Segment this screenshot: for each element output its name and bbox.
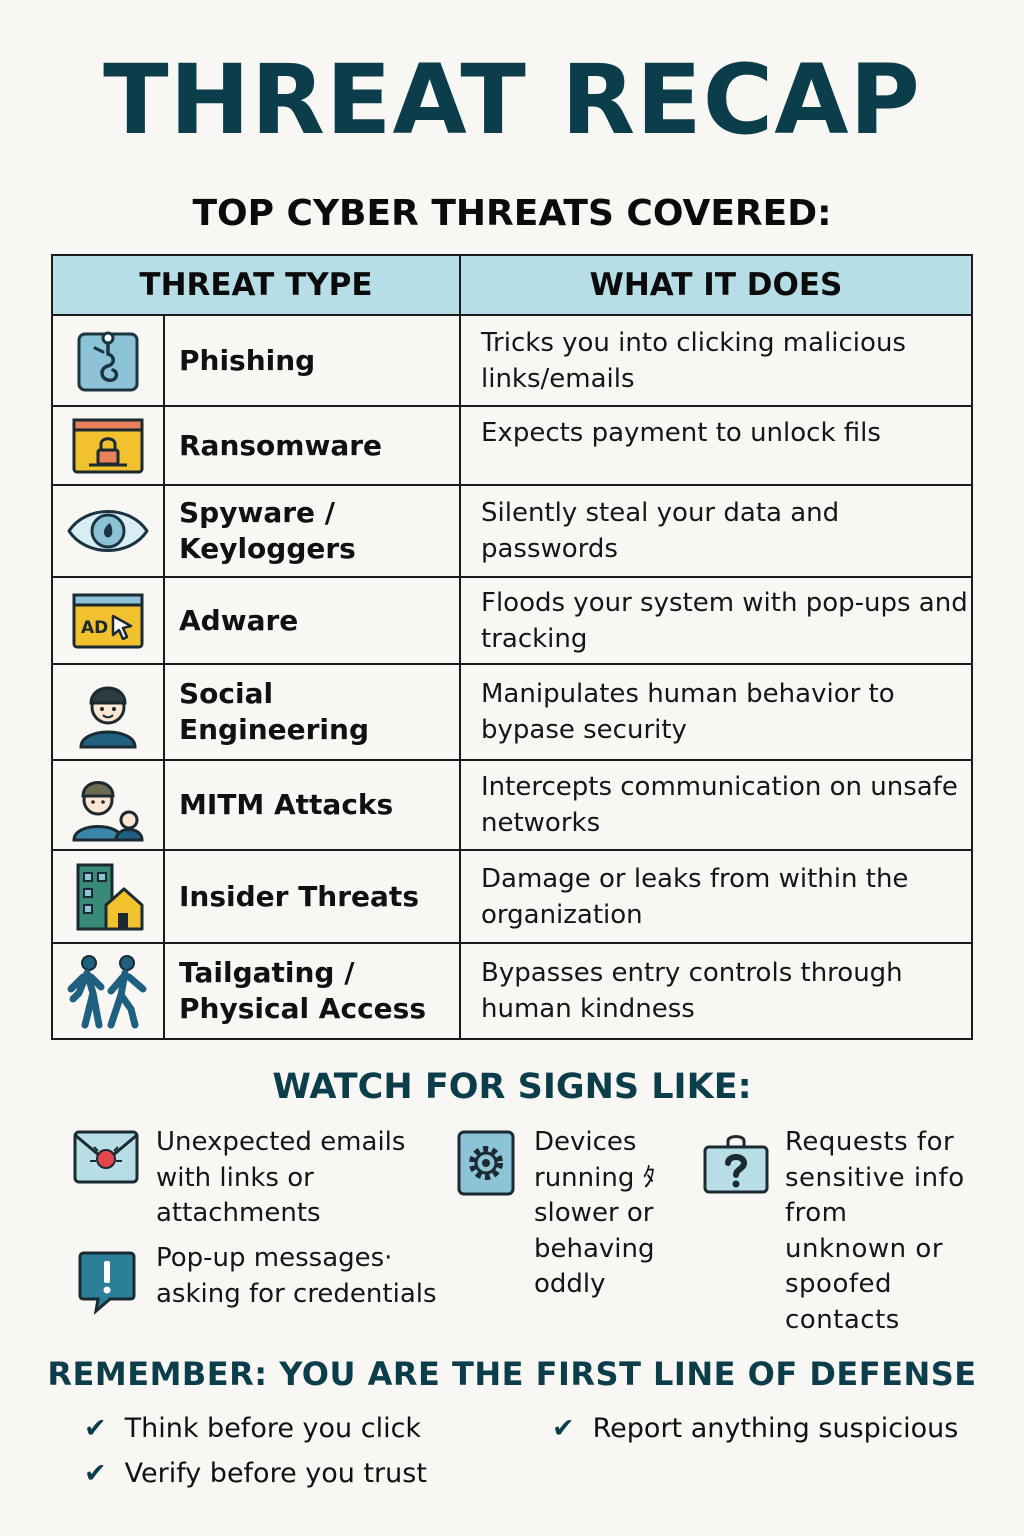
table-row: Insider Threats Damage or leaks from wit… [51,849,973,944]
tip-text: Report anything suspicious [592,1413,959,1444]
sign-item: Unexpected emails with links or attachme… [72,1127,432,1237]
table-row: Ransomware Expects payment to unlock fil… [51,405,973,486]
tip-item: ✔ Think before you click [84,1415,421,1442]
table-row: Tailgating / Physical Access Bypasses en… [51,942,973,1040]
page-title: THREAT RECAP [103,44,921,156]
person-with-cap-icon [79,686,137,749]
building-house-icon [76,863,144,930]
locked-screen-icon [72,418,144,473]
header-what-it-does: WHAT IT DOES [459,254,973,316]
sign-item: Requests for sensitive info from unknown… [702,1127,982,1347]
sign-text: Requests for sensitive info from unknown… [785,1127,965,1335]
sign-text: Devices running ﾀ slower or behaving odd… [534,1127,656,1299]
sign-text: Pop-up messages· asking for credentials [156,1243,437,1309]
row-icon-cell [51,849,165,944]
header-threat-type: THREAT TYPE [51,254,461,316]
section-subtitle: TOP CYBER THREATS COVERED: [192,193,832,234]
threat-type: Adware [163,576,461,665]
threat-description: Tricks you into clicking malicious links… [459,314,973,407]
infected-envelope-icon [73,1130,139,1184]
threat-type: Spyware / Keyloggers [163,484,461,578]
sign-text: Unexpected emails with links or attachme… [156,1127,406,1228]
svg-text:AD: AD [81,618,108,638]
threat-type: Insider Threats [163,849,461,944]
row-icon-cell [51,405,165,486]
lock-clipboard-icon [703,1135,769,1194]
threat-description: Floods your system with pop-ups and trac… [459,576,973,665]
threat-type: Social Engineering [163,663,461,761]
walking-people-icon [67,955,147,1029]
remember-heading: REMEMBER: YOU ARE THE FIRST LINE OF DEFE… [47,1355,977,1393]
eye-icon [67,510,149,552]
row-icon-cell: AD [51,576,165,665]
tip-item: ✔ Report anything suspicious [552,1415,958,1442]
tip-text: Verify before you trust [124,1458,427,1489]
threat-description: Bypasses entry controls through human ki… [459,942,973,1040]
threat-description: Intercepts communication on unsafe netwo… [459,759,973,851]
check-icon: ✔ [84,1458,107,1489]
tip-text: Think before you click [124,1413,422,1444]
row-icon-cell [51,759,165,851]
table-row: AD Adware Floods your system with pop-up… [51,576,973,665]
row-icon-cell [51,314,165,407]
check-icon: ✔ [84,1413,107,1444]
tip-item: ✔ Verify before you trust [84,1460,427,1487]
threats-table: THREAT TYPE WHAT IT DOES Phishing Tricks… [51,254,973,1040]
two-people-icon [72,781,144,842]
threat-type: MITM Attacks [163,759,461,851]
threat-type: Tailgating / Physical Access [163,942,461,1040]
table-row: Spyware / Keyloggers Silently steal your… [51,484,973,578]
sign-item: Devices running ﾀ slower or behaving odd… [456,1127,676,1317]
signs-heading: WATCH FOR SIGNS LIKE: [272,1067,752,1107]
table-row: Phishing Tricks you into clicking malici… [51,314,973,407]
gear-icon [457,1130,515,1196]
threat-description: Manipulates human behavior to bypase sec… [459,663,973,761]
row-icon-cell [51,663,165,761]
check-icon: ✔ [552,1413,575,1444]
ad-window-icon: AD [72,593,144,648]
alert-bubble-icon [78,1251,136,1315]
threat-description: Damage or leaks from within the organiza… [459,849,973,944]
threat-type: Phishing [163,314,461,407]
row-icon-cell [51,484,165,578]
row-icon-cell [51,942,165,1040]
table-row: MITM Attacks Intercepts communication on… [51,759,973,851]
threat-description: Expects payment to unlock fils [459,405,973,486]
table-header-row: THREAT TYPE WHAT IT DOES [51,254,973,316]
threat-description: Silently steal your data and passwords [459,484,973,578]
sign-item: Pop-up messages· asking for credentials [78,1243,458,1323]
threat-type: Ransomware [163,405,461,486]
fish-hook-icon [77,331,139,391]
table-row: Social Engineering Manipulates human beh… [51,663,973,761]
